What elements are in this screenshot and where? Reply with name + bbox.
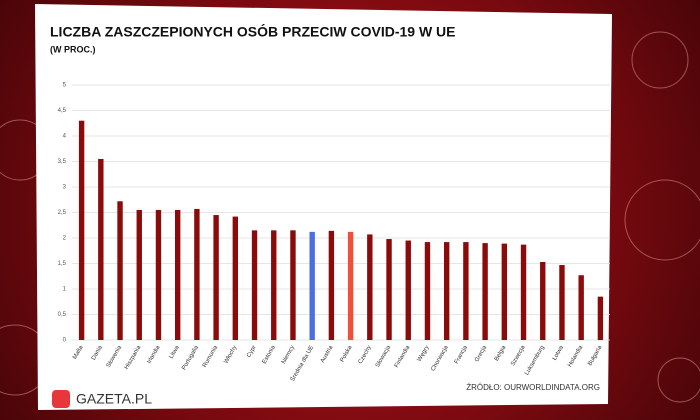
bar	[520, 244, 527, 340]
bar	[232, 216, 239, 340]
bar	[405, 240, 411, 340]
x-tick-label: Cypr	[246, 345, 258, 359]
y-tick-label: 5	[63, 83, 67, 89]
y-tick-label: 0	[63, 338, 67, 344]
bar	[290, 230, 296, 340]
y-tick-label: 2	[63, 236, 67, 242]
bar	[328, 230, 335, 340]
bar	[463, 242, 469, 340]
bar	[174, 209, 181, 340]
bar	[271, 230, 277, 340]
y-tick-label: 4,5	[58, 108, 67, 114]
y-tick-label: 2,5	[58, 210, 67, 216]
bar	[155, 209, 162, 340]
bar	[443, 242, 450, 340]
y-tick-label: 0,5	[58, 312, 67, 318]
y-tick-label: 4	[63, 134, 67, 140]
bar	[482, 243, 488, 340]
bar	[309, 231, 315, 340]
bar	[559, 265, 565, 340]
source: ŹRÓDŁO: OURWORLDINDATA.ORG	[466, 383, 600, 392]
bar	[540, 261, 546, 340]
bar	[98, 158, 104, 340]
y-tick-label: 1	[63, 287, 67, 293]
chart-title: LICZBA ZASZCZEPIONYCH OSÓB PRZECIW COVID…	[50, 23, 456, 40]
y-tick-label: 3	[63, 185, 67, 191]
chart-subtitle: (W PROC.)	[50, 44, 96, 54]
bar	[597, 296, 604, 340]
y-tick-label: 3,5	[58, 159, 67, 165]
bar	[251, 230, 258, 340]
bar	[78, 120, 85, 340]
brand-icon	[52, 390, 70, 408]
bar	[386, 239, 392, 340]
brand: GAZETA.PL	[76, 391, 152, 407]
bar	[136, 209, 142, 340]
bar	[213, 215, 219, 340]
y-tick-label: 1,5	[58, 261, 67, 267]
bar	[347, 231, 354, 340]
bar	[501, 243, 508, 340]
bar	[117, 201, 123, 340]
bar	[367, 234, 373, 340]
bar	[194, 208, 200, 340]
bar	[578, 275, 584, 340]
bar	[424, 242, 431, 340]
